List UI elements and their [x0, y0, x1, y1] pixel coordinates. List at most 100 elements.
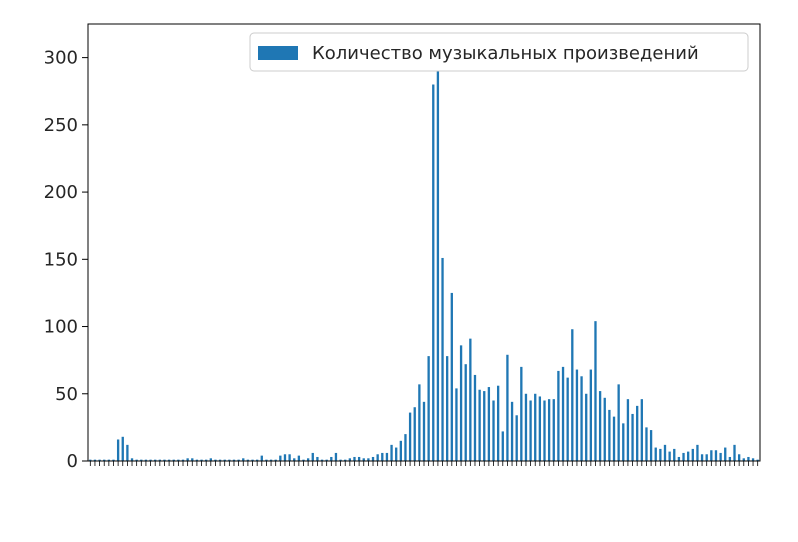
bar — [191, 458, 194, 461]
bar — [339, 459, 342, 461]
axes-frame — [87, 23, 761, 462]
y-axis-ticks: 0 50 100 150 200 250 300 — [44, 48, 88, 472]
bar — [269, 459, 273, 461]
bar — [677, 456, 681, 461]
bar — [357, 456, 361, 461]
legend-box — [249, 32, 749, 72]
bar — [265, 459, 268, 461]
bar — [121, 436, 124, 461]
bar — [636, 405, 639, 461]
bar — [311, 452, 314, 461]
bar — [659, 448, 662, 461]
bar — [93, 459, 97, 461]
bar — [427, 356, 430, 461]
bar — [700, 454, 704, 461]
bar — [209, 458, 212, 461]
bar — [534, 393, 537, 461]
bar — [733, 444, 736, 461]
bar — [371, 456, 375, 461]
bar — [464, 364, 467, 461]
bar — [640, 399, 643, 461]
bar — [418, 384, 421, 461]
bar — [594, 321, 597, 461]
bar — [279, 455, 282, 461]
bar — [376, 454, 379, 461]
bar — [473, 374, 477, 461]
bar — [649, 430, 653, 461]
bar — [413, 407, 416, 461]
bar — [617, 384, 620, 461]
bar — [747, 456, 750, 461]
plot-area: 0 50 100 150 200 250 300 — [44, 23, 761, 472]
bar — [751, 458, 755, 461]
bar — [256, 459, 259, 461]
bar — [496, 385, 500, 461]
bar — [395, 447, 398, 461]
bar — [705, 454, 708, 461]
bar — [510, 401, 514, 461]
bar — [293, 458, 296, 461]
bar — [483, 391, 486, 461]
bar — [408, 412, 412, 461]
bar — [348, 458, 352, 461]
bar — [710, 450, 713, 461]
bar — [274, 459, 277, 461]
bar — [585, 393, 588, 461]
bar — [130, 458, 134, 461]
bar — [228, 459, 231, 461]
bar — [103, 459, 106, 461]
bar — [251, 459, 254, 461]
bar — [566, 377, 569, 461]
bar — [432, 84, 435, 461]
bar — [390, 444, 393, 461]
bar — [524, 393, 528, 461]
bar — [501, 431, 504, 461]
bar — [186, 458, 189, 461]
bar — [135, 459, 138, 461]
bar — [728, 456, 732, 461]
bar — [557, 370, 560, 461]
bar — [622, 423, 625, 461]
bar — [668, 451, 671, 461]
bar — [603, 397, 606, 461]
bar — [158, 459, 161, 461]
bar — [724, 447, 727, 461]
y-tick-label: 100 — [44, 317, 78, 338]
bar — [399, 440, 402, 461]
bar — [529, 400, 532, 461]
bar — [316, 456, 319, 461]
y-tick-label: 0 — [67, 451, 78, 472]
bar — [237, 459, 240, 461]
bar — [515, 415, 518, 461]
bar — [492, 400, 495, 461]
bar — [608, 409, 611, 461]
bar — [742, 458, 745, 461]
y-tick-label: 300 — [44, 48, 78, 69]
bar — [362, 458, 365, 461]
bar — [404, 434, 407, 461]
bar — [691, 448, 694, 461]
bar — [547, 399, 551, 461]
bar — [580, 376, 583, 461]
legend-label: Количество музыкальных произведений — [312, 43, 699, 64]
bar — [149, 459, 152, 461]
bar — [330, 456, 333, 461]
bar — [455, 388, 458, 461]
y-tick-label: 250 — [44, 115, 78, 136]
bar — [214, 459, 217, 461]
bar — [116, 439, 120, 461]
bar — [645, 427, 648, 461]
bar — [297, 455, 301, 461]
bar — [589, 369, 592, 461]
bar — [283, 454, 287, 461]
bar — [598, 391, 602, 461]
bar — [381, 452, 384, 461]
bar — [543, 400, 546, 461]
bar — [687, 451, 690, 461]
bar — [575, 369, 579, 461]
bar — [112, 459, 115, 461]
bar — [334, 452, 338, 461]
bar — [714, 450, 718, 461]
bar — [200, 459, 203, 461]
